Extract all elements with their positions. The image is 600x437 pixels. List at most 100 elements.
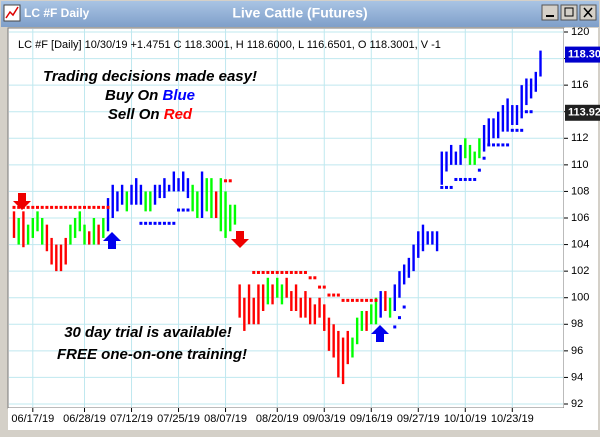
price-bar — [496, 111, 500, 139]
maximize-glyph — [564, 7, 574, 17]
message: Buy On Blue — [105, 87, 195, 104]
y-tick-label: 110 — [571, 159, 589, 171]
buy-arrow — [371, 325, 389, 342]
stop-dot — [45, 205, 49, 209]
price-bar — [261, 284, 265, 311]
price-bar — [402, 264, 406, 285]
price-bar — [407, 257, 411, 278]
y-tick-label: 116 — [571, 79, 589, 91]
price-bar — [454, 151, 458, 165]
message-part: Red — [164, 106, 193, 123]
close-glyph — [583, 7, 593, 18]
price-bar — [337, 330, 340, 378]
stop-dot — [346, 298, 350, 302]
price-bar — [506, 98, 509, 132]
price-bar — [238, 284, 241, 318]
stop-dot — [299, 270, 303, 274]
price-bar — [487, 118, 490, 145]
stop-dot — [83, 205, 87, 209]
stop-dot — [336, 293, 340, 297]
price-bar — [346, 330, 349, 365]
x-axis-area — [8, 408, 598, 430]
info-line: LC #F [Daily] 10/30/19 +1.4751 C 118.300… — [18, 39, 441, 51]
grid — [9, 29, 563, 407]
stop-dot — [332, 293, 336, 297]
price-bar — [388, 297, 392, 318]
y-tick-label: 94 — [571, 371, 583, 383]
price-bar — [233, 204, 237, 225]
stop-dot — [482, 156, 486, 160]
price-bar — [511, 105, 514, 125]
price-bar — [294, 284, 298, 311]
stop-dot — [487, 143, 491, 147]
x-tick-label: 08/20/19 — [256, 413, 299, 425]
price-bar — [285, 277, 288, 298]
message: FREE one-on-one training! — [57, 346, 247, 363]
stop-dot — [496, 143, 500, 147]
stop-dot — [36, 205, 40, 209]
y-tick-label: 98 — [571, 318, 583, 330]
stop-dot — [294, 270, 298, 274]
stop-dot — [167, 221, 171, 225]
price-label-box — [565, 46, 600, 63]
stop-dot — [50, 205, 54, 209]
stop-dot — [148, 221, 152, 225]
message-part: Sell On — [108, 106, 164, 123]
stop-dot — [463, 177, 467, 181]
price-bar — [492, 118, 495, 139]
stop-dot — [285, 270, 289, 274]
price-bar — [22, 211, 25, 248]
y-tick-label: 120 — [571, 26, 589, 38]
price-bar — [421, 224, 425, 252]
price-bar — [355, 317, 359, 345]
price-bar — [247, 284, 251, 325]
stop-dot — [177, 208, 181, 212]
window-buttons — [541, 4, 597, 21]
price-bar — [243, 297, 246, 331]
stop-dot — [224, 179, 228, 183]
stop-dot — [26, 205, 30, 209]
price-bar — [341, 337, 345, 385]
price-bar — [398, 271, 401, 298]
stop-dot — [393, 325, 397, 329]
stop-dot — [158, 221, 162, 225]
price-bar — [219, 178, 223, 232]
stop-dot — [355, 298, 359, 302]
price-bar — [172, 171, 176, 192]
x-tick-label: 06/28/19 — [63, 413, 106, 425]
price-bar — [69, 224, 72, 245]
window-tab: LC #F Daily — [24, 6, 90, 20]
stop-dot — [139, 221, 143, 225]
stop-dot — [54, 205, 58, 209]
stop-dot — [440, 185, 444, 189]
price-bar — [271, 284, 274, 305]
stop-dot — [31, 205, 35, 209]
stop-dot — [106, 205, 110, 209]
price-bar — [210, 178, 213, 218]
stop-dot — [172, 221, 176, 225]
price-bar — [26, 224, 30, 245]
price-bar — [482, 125, 486, 152]
y-tick-label: 92 — [571, 398, 583, 410]
price-bar — [473, 151, 476, 165]
chart-title: Live Cattle (Futures) — [232, 5, 367, 21]
stop-dot — [252, 270, 256, 274]
price-bar — [501, 105, 505, 132]
stop-dot — [303, 270, 307, 274]
stop-dot — [369, 298, 373, 302]
price-bar — [299, 297, 302, 318]
minimize-button[interactable] — [541, 4, 559, 21]
price-bar — [191, 184, 194, 212]
stop-dot — [144, 221, 148, 225]
x-tick-label: 09/03/19 — [303, 413, 346, 425]
price-bar — [73, 218, 77, 238]
price-bar — [440, 151, 443, 185]
stop-dot — [313, 276, 317, 280]
price-label: 113.92 — [568, 107, 600, 119]
price-bar — [534, 71, 537, 92]
stop-dot — [92, 205, 96, 209]
price-bar — [539, 50, 542, 77]
stop-dot — [341, 298, 345, 302]
maximize-button[interactable] — [560, 4, 578, 21]
stop-dot — [524, 110, 528, 114]
